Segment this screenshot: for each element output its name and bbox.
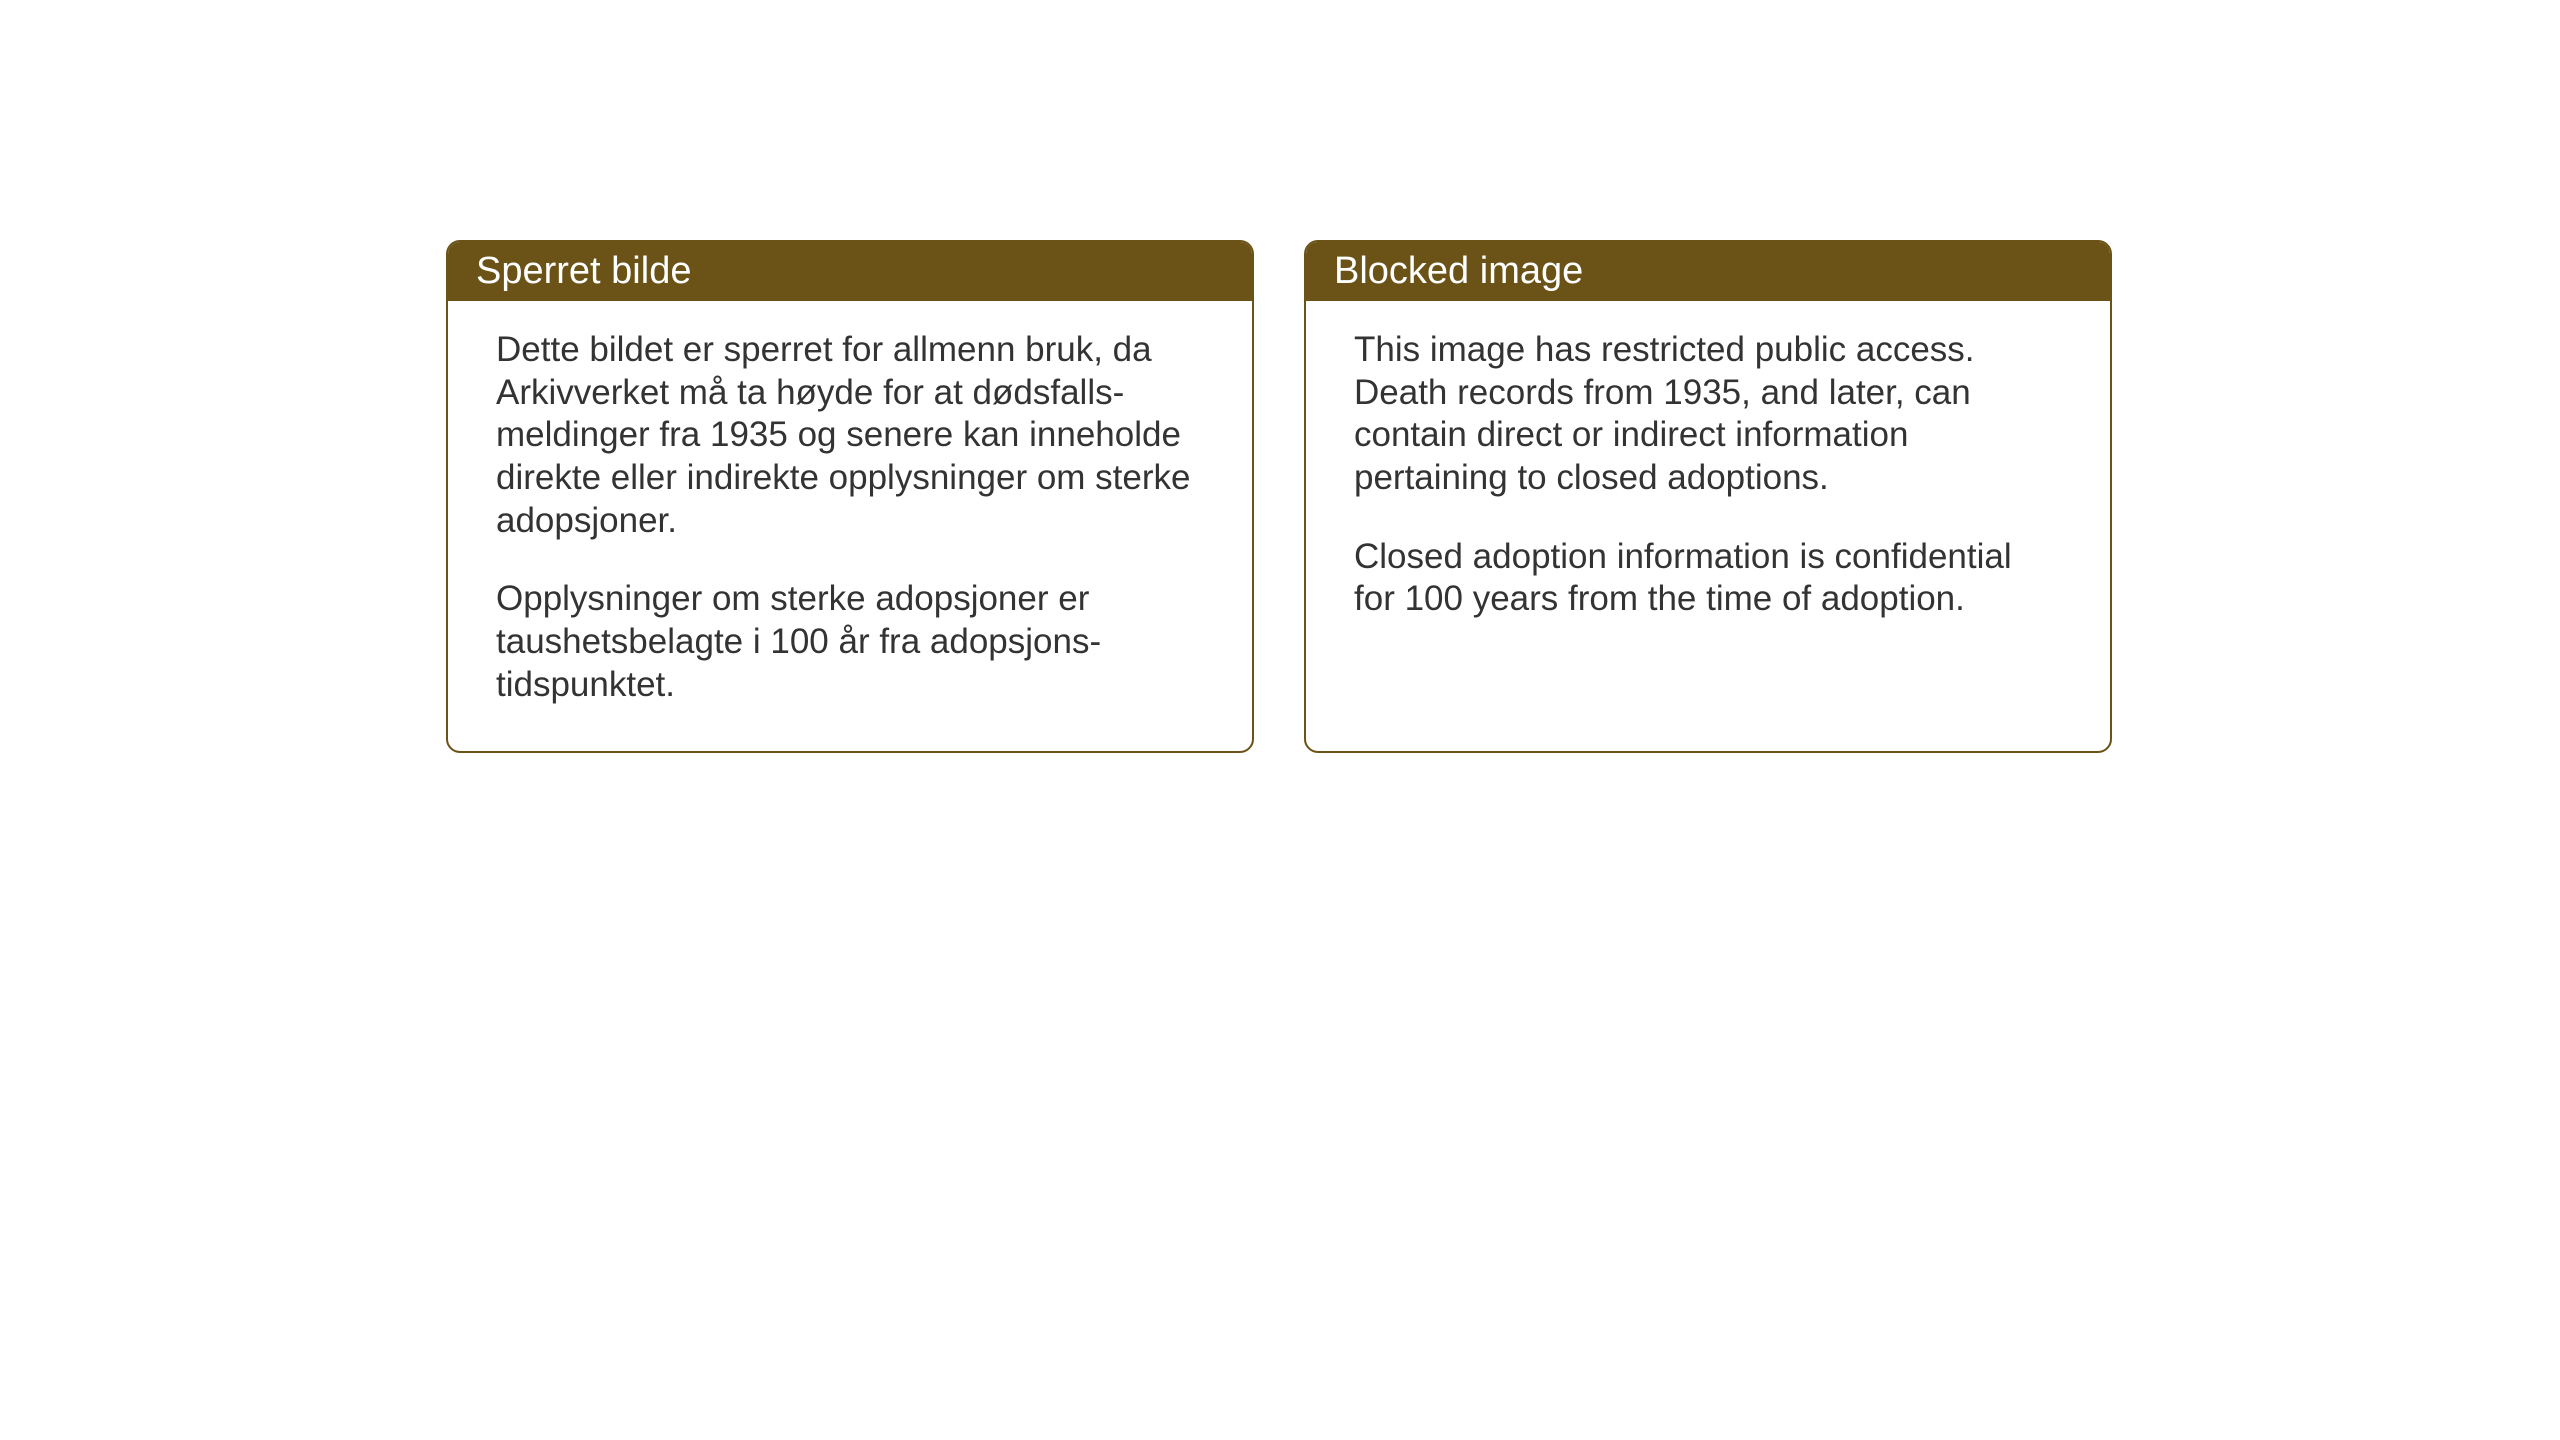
notices-container: Sperret bilde Dette bildet er sperret fo… <box>446 240 2112 753</box>
notice-box-english: Blocked image This image has restricted … <box>1304 240 2112 753</box>
notice-body-norwegian: Dette bildet er sperret for allmenn bruk… <box>448 301 1252 751</box>
notice-paragraph-english-1: This image has restricted public access.… <box>1354 329 2062 500</box>
notice-header-norwegian: Sperret bilde <box>448 242 1252 301</box>
notice-paragraph-norwegian-1: Dette bildet er sperret for allmenn bruk… <box>496 329 1204 542</box>
notice-box-norwegian: Sperret bilde Dette bildet er sperret fo… <box>446 240 1254 753</box>
notice-title-english: Blocked image <box>1334 250 1583 292</box>
notice-title-norwegian: Sperret bilde <box>476 250 691 292</box>
notice-paragraph-english-2: Closed adoption information is confident… <box>1354 536 2062 621</box>
notice-body-english: This image has restricted public access.… <box>1306 301 2110 751</box>
notice-header-english: Blocked image <box>1306 242 2110 301</box>
notice-paragraph-norwegian-2: Opplysninger om sterke adopsjoner er tau… <box>496 578 1204 706</box>
